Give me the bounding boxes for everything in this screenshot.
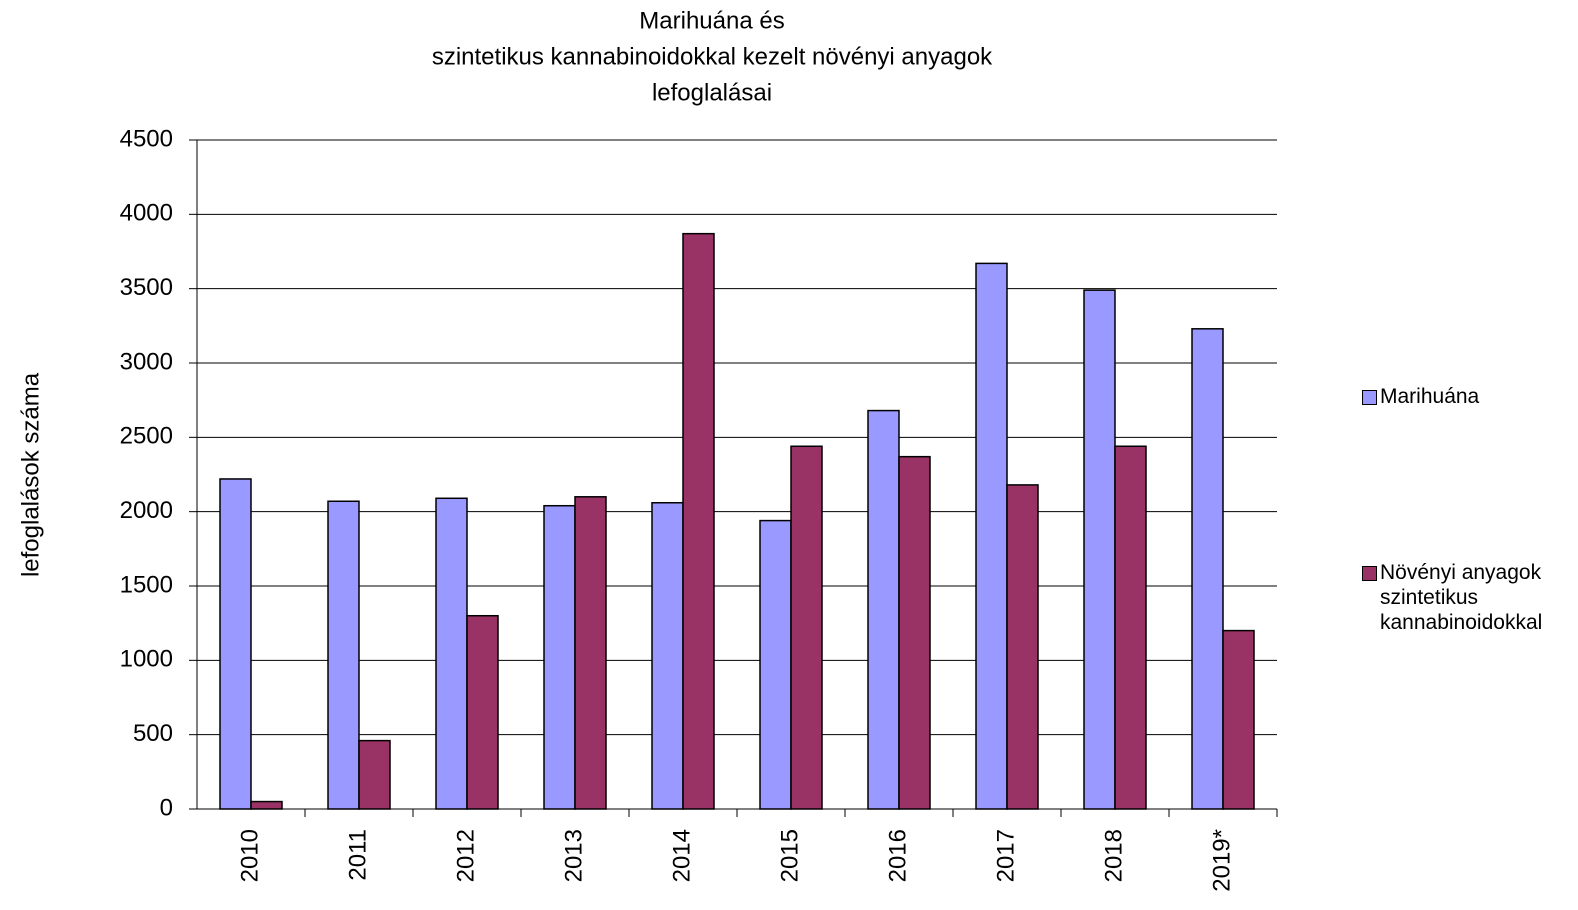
y-tick-label: 0 [160,794,173,821]
bar [682,232,715,810]
y-tick-label: 1500 [120,571,173,598]
bar [466,614,499,810]
bar [543,504,576,810]
x-tick-label: 2012 [452,829,479,882]
y-tick-label: 2500 [120,423,173,450]
bar [1006,484,1039,810]
x-tick-label: 2010 [236,829,263,882]
bar [867,409,900,810]
bar [219,478,252,810]
bar [250,800,283,810]
bar [898,455,931,810]
bar [790,445,823,810]
legend-swatch [1362,566,1377,581]
y-tick-label: 1000 [120,646,173,673]
bar [1083,289,1116,810]
y-tick-label: 4000 [120,200,173,227]
legend-swatch [1362,390,1377,405]
x-tick-label: 2015 [776,829,803,882]
bar [358,739,391,810]
y-tick-label: 3000 [120,348,173,375]
x-tick-label: 2014 [668,829,695,882]
y-tick-label: 2000 [120,497,173,524]
bar [574,496,607,810]
x-tick-label: 2019* [1208,829,1235,892]
y-tick-label: 500 [133,720,173,747]
y-tick-label: 4500 [120,125,173,152]
bar [975,262,1008,810]
legend-item: Marihuána [1362,384,1572,409]
chart-title: Marihuána és [639,7,784,34]
chart-title: lefoglalásai [652,79,772,106]
legend-label: Marihuána [1380,385,1480,408]
x-tick-label: 2017 [992,829,1019,882]
bar [435,497,468,810]
legend-label: Növényi anyagok szintetikus kannabinoido… [1380,561,1543,634]
y-tick-label: 3500 [120,274,173,301]
legend-item: Növényi anyagok szintetikus kannabinoido… [1362,560,1572,635]
x-tick-label: 2013 [560,829,587,882]
bar [1114,445,1147,810]
y-axis-label: lefoglalások száma [17,372,44,577]
bar [327,500,360,810]
bar [1191,328,1224,810]
x-tick-label: 2011 [344,829,371,881]
x-tick-label: 2018 [1100,829,1127,882]
bar [651,501,684,810]
chart-title: szintetikus kannabinoidokkal kezelt növé… [432,43,993,70]
bar [759,519,792,810]
x-tick-label: 2016 [884,829,911,882]
bar [1222,629,1255,810]
